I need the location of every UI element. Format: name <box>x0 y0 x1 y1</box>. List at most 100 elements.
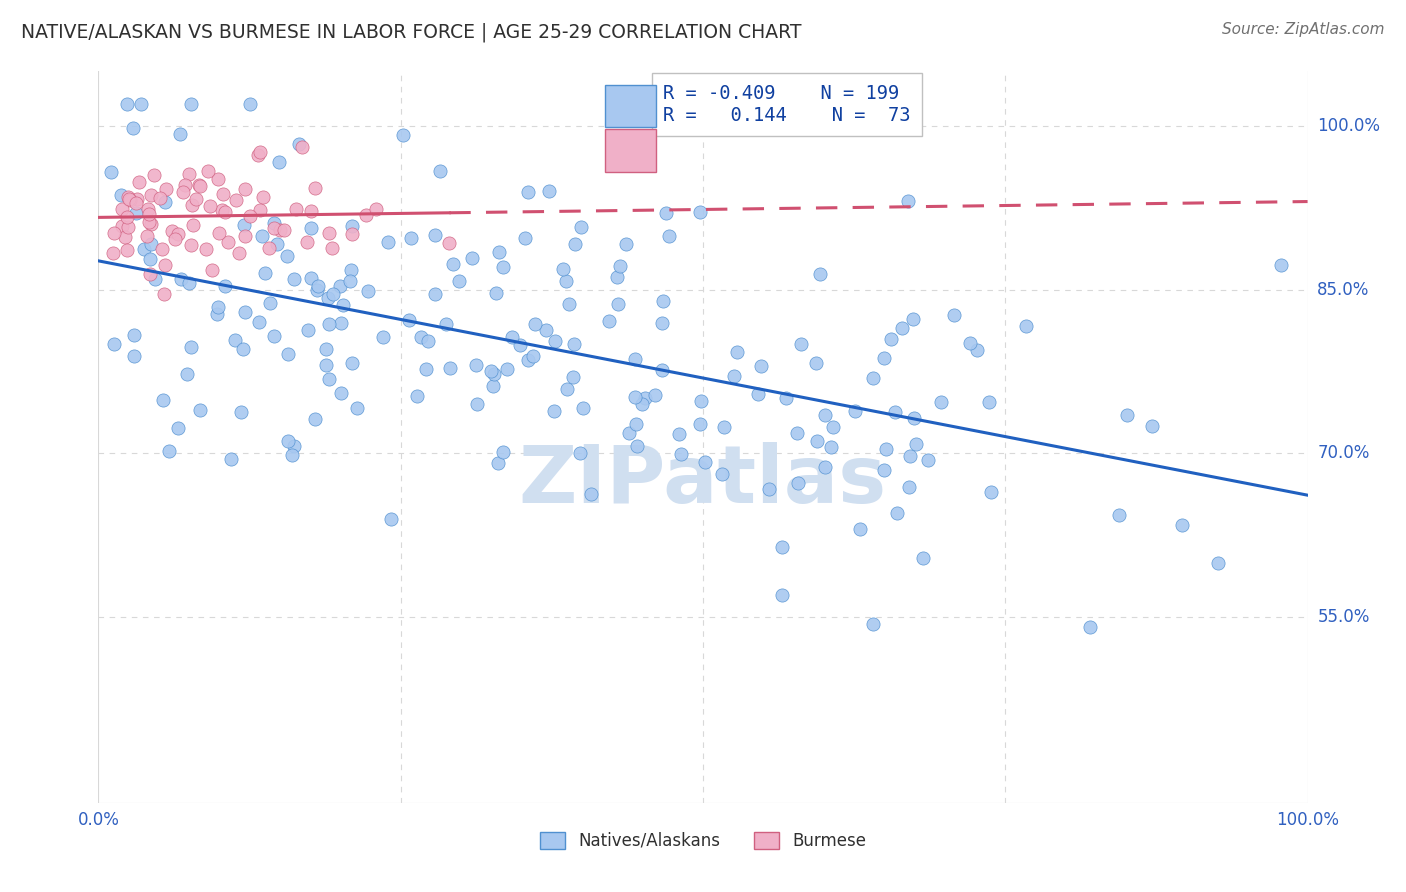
Point <box>177 167 200 181</box>
Point <box>304 181 326 195</box>
Point <box>118 193 141 207</box>
Bar <box>605 85 655 127</box>
Point <box>143 168 166 182</box>
Point <box>626 439 648 453</box>
Point <box>439 360 461 375</box>
Point <box>606 270 628 285</box>
Point <box>231 405 253 419</box>
Point <box>1206 556 1229 570</box>
Point <box>813 408 835 422</box>
Point <box>479 364 502 378</box>
Point <box>564 237 586 252</box>
Point <box>172 185 194 199</box>
Point <box>305 283 328 297</box>
Point <box>725 344 748 359</box>
Text: NATIVE/ALASKAN VS BURMESE IN LABOR FORCE | AGE 25-29 CORRELATION CHART: NATIVE/ALASKAN VS BURMESE IN LABOR FORCE… <box>21 22 801 42</box>
Point <box>551 261 574 276</box>
Point <box>111 219 134 233</box>
Point <box>786 426 808 441</box>
Point <box>167 421 190 435</box>
Point <box>252 229 274 244</box>
Point <box>288 137 311 152</box>
Point <box>163 231 186 245</box>
Point <box>723 369 745 384</box>
Point <box>484 367 506 381</box>
Point <box>340 356 363 370</box>
Point <box>254 266 277 280</box>
Point <box>652 294 675 309</box>
Text: R = -0.409    N = 199
R =   0.144    N =  73: R = -0.409 N = 199 R = 0.144 N = 73 <box>664 84 911 125</box>
Point <box>713 420 735 434</box>
Point <box>883 405 905 419</box>
Point <box>249 202 271 217</box>
Point <box>283 271 305 285</box>
Point <box>523 317 546 331</box>
Point <box>775 392 797 406</box>
Point <box>117 189 139 203</box>
Point <box>872 463 894 477</box>
Point <box>208 226 231 240</box>
Point <box>485 286 508 301</box>
Point <box>233 305 256 319</box>
Point <box>188 178 211 192</box>
Point <box>537 184 560 198</box>
Point <box>273 223 295 237</box>
Point <box>115 210 138 224</box>
Point <box>180 340 202 354</box>
Point <box>1270 258 1292 272</box>
Point <box>138 215 160 229</box>
Point <box>252 190 274 204</box>
Point <box>340 227 363 241</box>
Point <box>461 251 484 265</box>
Point <box>848 522 870 536</box>
Point <box>786 475 808 490</box>
Point <box>371 330 394 344</box>
Point <box>103 226 125 240</box>
Point <box>897 194 920 208</box>
Point <box>821 420 844 434</box>
Point <box>1142 418 1164 433</box>
Point <box>214 279 236 293</box>
Point <box>157 444 180 458</box>
Point <box>441 257 464 271</box>
Point <box>197 164 219 178</box>
Point <box>190 402 212 417</box>
Point <box>415 362 437 376</box>
Point <box>569 220 592 235</box>
Point <box>820 440 842 454</box>
Point <box>176 368 198 382</box>
Point <box>416 334 439 348</box>
Point <box>224 333 246 347</box>
Point <box>558 297 581 311</box>
Point <box>284 202 307 216</box>
Point <box>195 242 218 256</box>
Point <box>246 148 269 162</box>
Point <box>125 195 148 210</box>
Point <box>132 243 155 257</box>
Point <box>912 550 935 565</box>
Point <box>555 274 578 288</box>
Point <box>977 394 1000 409</box>
Point <box>110 188 132 202</box>
Bar <box>605 129 655 171</box>
Point <box>409 330 432 344</box>
Point <box>517 186 540 200</box>
Point <box>211 202 233 217</box>
Point <box>942 308 965 322</box>
Point <box>406 389 429 403</box>
Point <box>711 467 734 481</box>
Point <box>205 307 228 321</box>
Point <box>174 178 197 193</box>
Point <box>1078 620 1101 634</box>
Point <box>689 205 711 219</box>
Point <box>299 203 322 218</box>
Point <box>247 315 270 329</box>
Point <box>115 97 138 112</box>
Point <box>651 316 673 330</box>
Point <box>901 312 924 326</box>
Point <box>890 321 912 335</box>
Point <box>207 301 229 315</box>
Point <box>321 241 343 255</box>
Point <box>747 387 769 401</box>
Point <box>862 370 884 384</box>
